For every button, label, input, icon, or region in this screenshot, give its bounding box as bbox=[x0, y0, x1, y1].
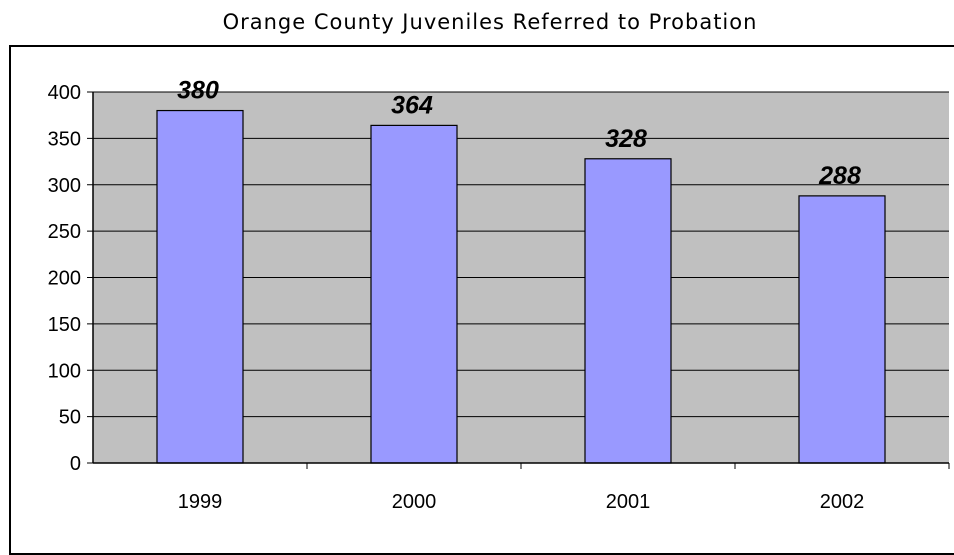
x-tick-label: 2001 bbox=[606, 491, 651, 513]
data-label: 364 bbox=[391, 91, 433, 119]
y-tick-label: 200 bbox=[48, 268, 81, 290]
y-tick-labels: 0 50 100 150 200 250 300 350 400 bbox=[48, 82, 81, 475]
data-labels: 380 364 328 288 bbox=[177, 77, 861, 190]
x-tick-label: 1999 bbox=[178, 491, 223, 513]
bar-1999 bbox=[156, 109, 244, 464]
y-tick-label: 250 bbox=[48, 221, 81, 243]
data-label: 328 bbox=[605, 125, 647, 153]
x-tick-labels: 1999 2000 2001 2002 bbox=[178, 491, 865, 513]
data-label: 288 bbox=[818, 162, 861, 190]
chart-title: Orange County Juveniles Referred to Prob… bbox=[222, 10, 758, 34]
y-tick-label: 0 bbox=[70, 453, 81, 475]
bar-2002 bbox=[798, 195, 886, 464]
x-tick-label: 2000 bbox=[392, 491, 437, 513]
y-tick-label: 300 bbox=[48, 175, 81, 197]
y-tick-label: 50 bbox=[59, 407, 81, 429]
y-tick-label: 350 bbox=[48, 128, 81, 150]
bar-chart: 0 50 100 150 200 250 300 350 400 1999 2000 2001 200… bbox=[48, 77, 950, 513]
bars bbox=[156, 109, 886, 464]
data-label: 380 bbox=[177, 77, 219, 105]
y-tick-label: 400 bbox=[48, 82, 81, 104]
y-tick-label: 100 bbox=[48, 360, 81, 382]
x-tick-label: 2002 bbox=[820, 491, 865, 513]
bar-2001 bbox=[584, 158, 672, 464]
axes bbox=[87, 91, 950, 469]
y-tick-label: 150 bbox=[48, 314, 81, 336]
bar-2000 bbox=[370, 124, 458, 464]
